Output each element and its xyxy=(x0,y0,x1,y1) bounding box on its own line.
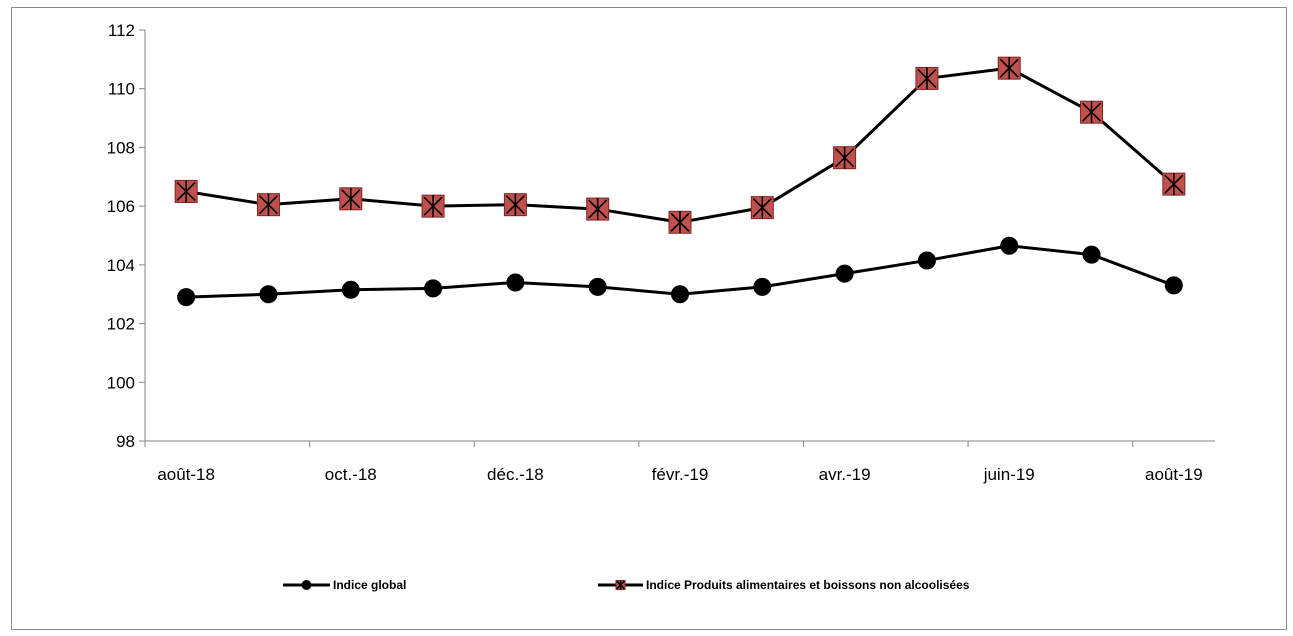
chart-frame xyxy=(11,7,1287,630)
legend: Indice global Indice Produits alimentaire… xyxy=(283,578,970,592)
data-point xyxy=(256,193,280,217)
data-point xyxy=(506,273,525,292)
data-point xyxy=(503,193,527,217)
series-layer xyxy=(174,56,1186,307)
series-indice-alimentaires xyxy=(174,56,1186,234)
data-point xyxy=(1164,276,1183,295)
data-point xyxy=(177,288,196,307)
data-point xyxy=(615,580,626,590)
data-point xyxy=(341,280,360,299)
data-point xyxy=(1162,172,1186,196)
data-point xyxy=(424,279,443,298)
y-tick-label: 102 xyxy=(107,315,135,334)
data-point xyxy=(339,187,363,211)
data-point xyxy=(750,196,774,220)
x-tick-label: févr.-19 xyxy=(652,465,709,484)
data-point xyxy=(833,146,857,170)
data-point xyxy=(668,210,692,234)
data-point xyxy=(835,264,854,283)
series-indice-global xyxy=(177,236,1183,307)
axes: 98 100 102 104 106 108 110 112 août-18 oct.-18 déc… xyxy=(107,21,1215,484)
data-point xyxy=(997,56,1021,80)
data-point xyxy=(588,277,607,296)
data-point xyxy=(1000,236,1019,255)
x-tick-label: avr.-19 xyxy=(819,465,871,484)
x-tick-label: août-19 xyxy=(1145,465,1203,484)
legend-item: Indice global xyxy=(283,578,406,592)
data-point xyxy=(259,285,278,304)
y-tick-label: 98 xyxy=(116,432,135,451)
legend-item: Indice Produits alimentaires et boissons… xyxy=(598,578,970,592)
data-point xyxy=(586,197,610,221)
y-tick-label: 104 xyxy=(107,256,135,275)
legend-label: Indice Produits alimentaires et boissons… xyxy=(646,578,970,592)
data-point xyxy=(421,194,445,218)
series-line xyxy=(185,66,1175,224)
y-tick-label: 106 xyxy=(107,197,135,216)
y-tick-label: 100 xyxy=(107,373,135,392)
data-point xyxy=(1080,100,1104,124)
x-tick-label: juin-19 xyxy=(983,465,1035,484)
data-point xyxy=(915,66,939,90)
x-tick-label: août-18 xyxy=(157,465,215,484)
data-point xyxy=(301,580,312,590)
x-tick-label: oct.-18 xyxy=(325,465,377,484)
x-tick-label: déc.-18 xyxy=(487,465,544,484)
data-point xyxy=(671,285,689,304)
data-point xyxy=(917,251,936,270)
y-tick-label: 110 xyxy=(108,80,135,99)
data-point xyxy=(1082,245,1101,264)
data-point xyxy=(174,179,198,203)
y-tick-label: 112 xyxy=(108,21,135,40)
y-tick-label: 108 xyxy=(107,138,135,157)
legend-label: Indice global xyxy=(333,578,406,592)
data-point xyxy=(753,277,772,296)
